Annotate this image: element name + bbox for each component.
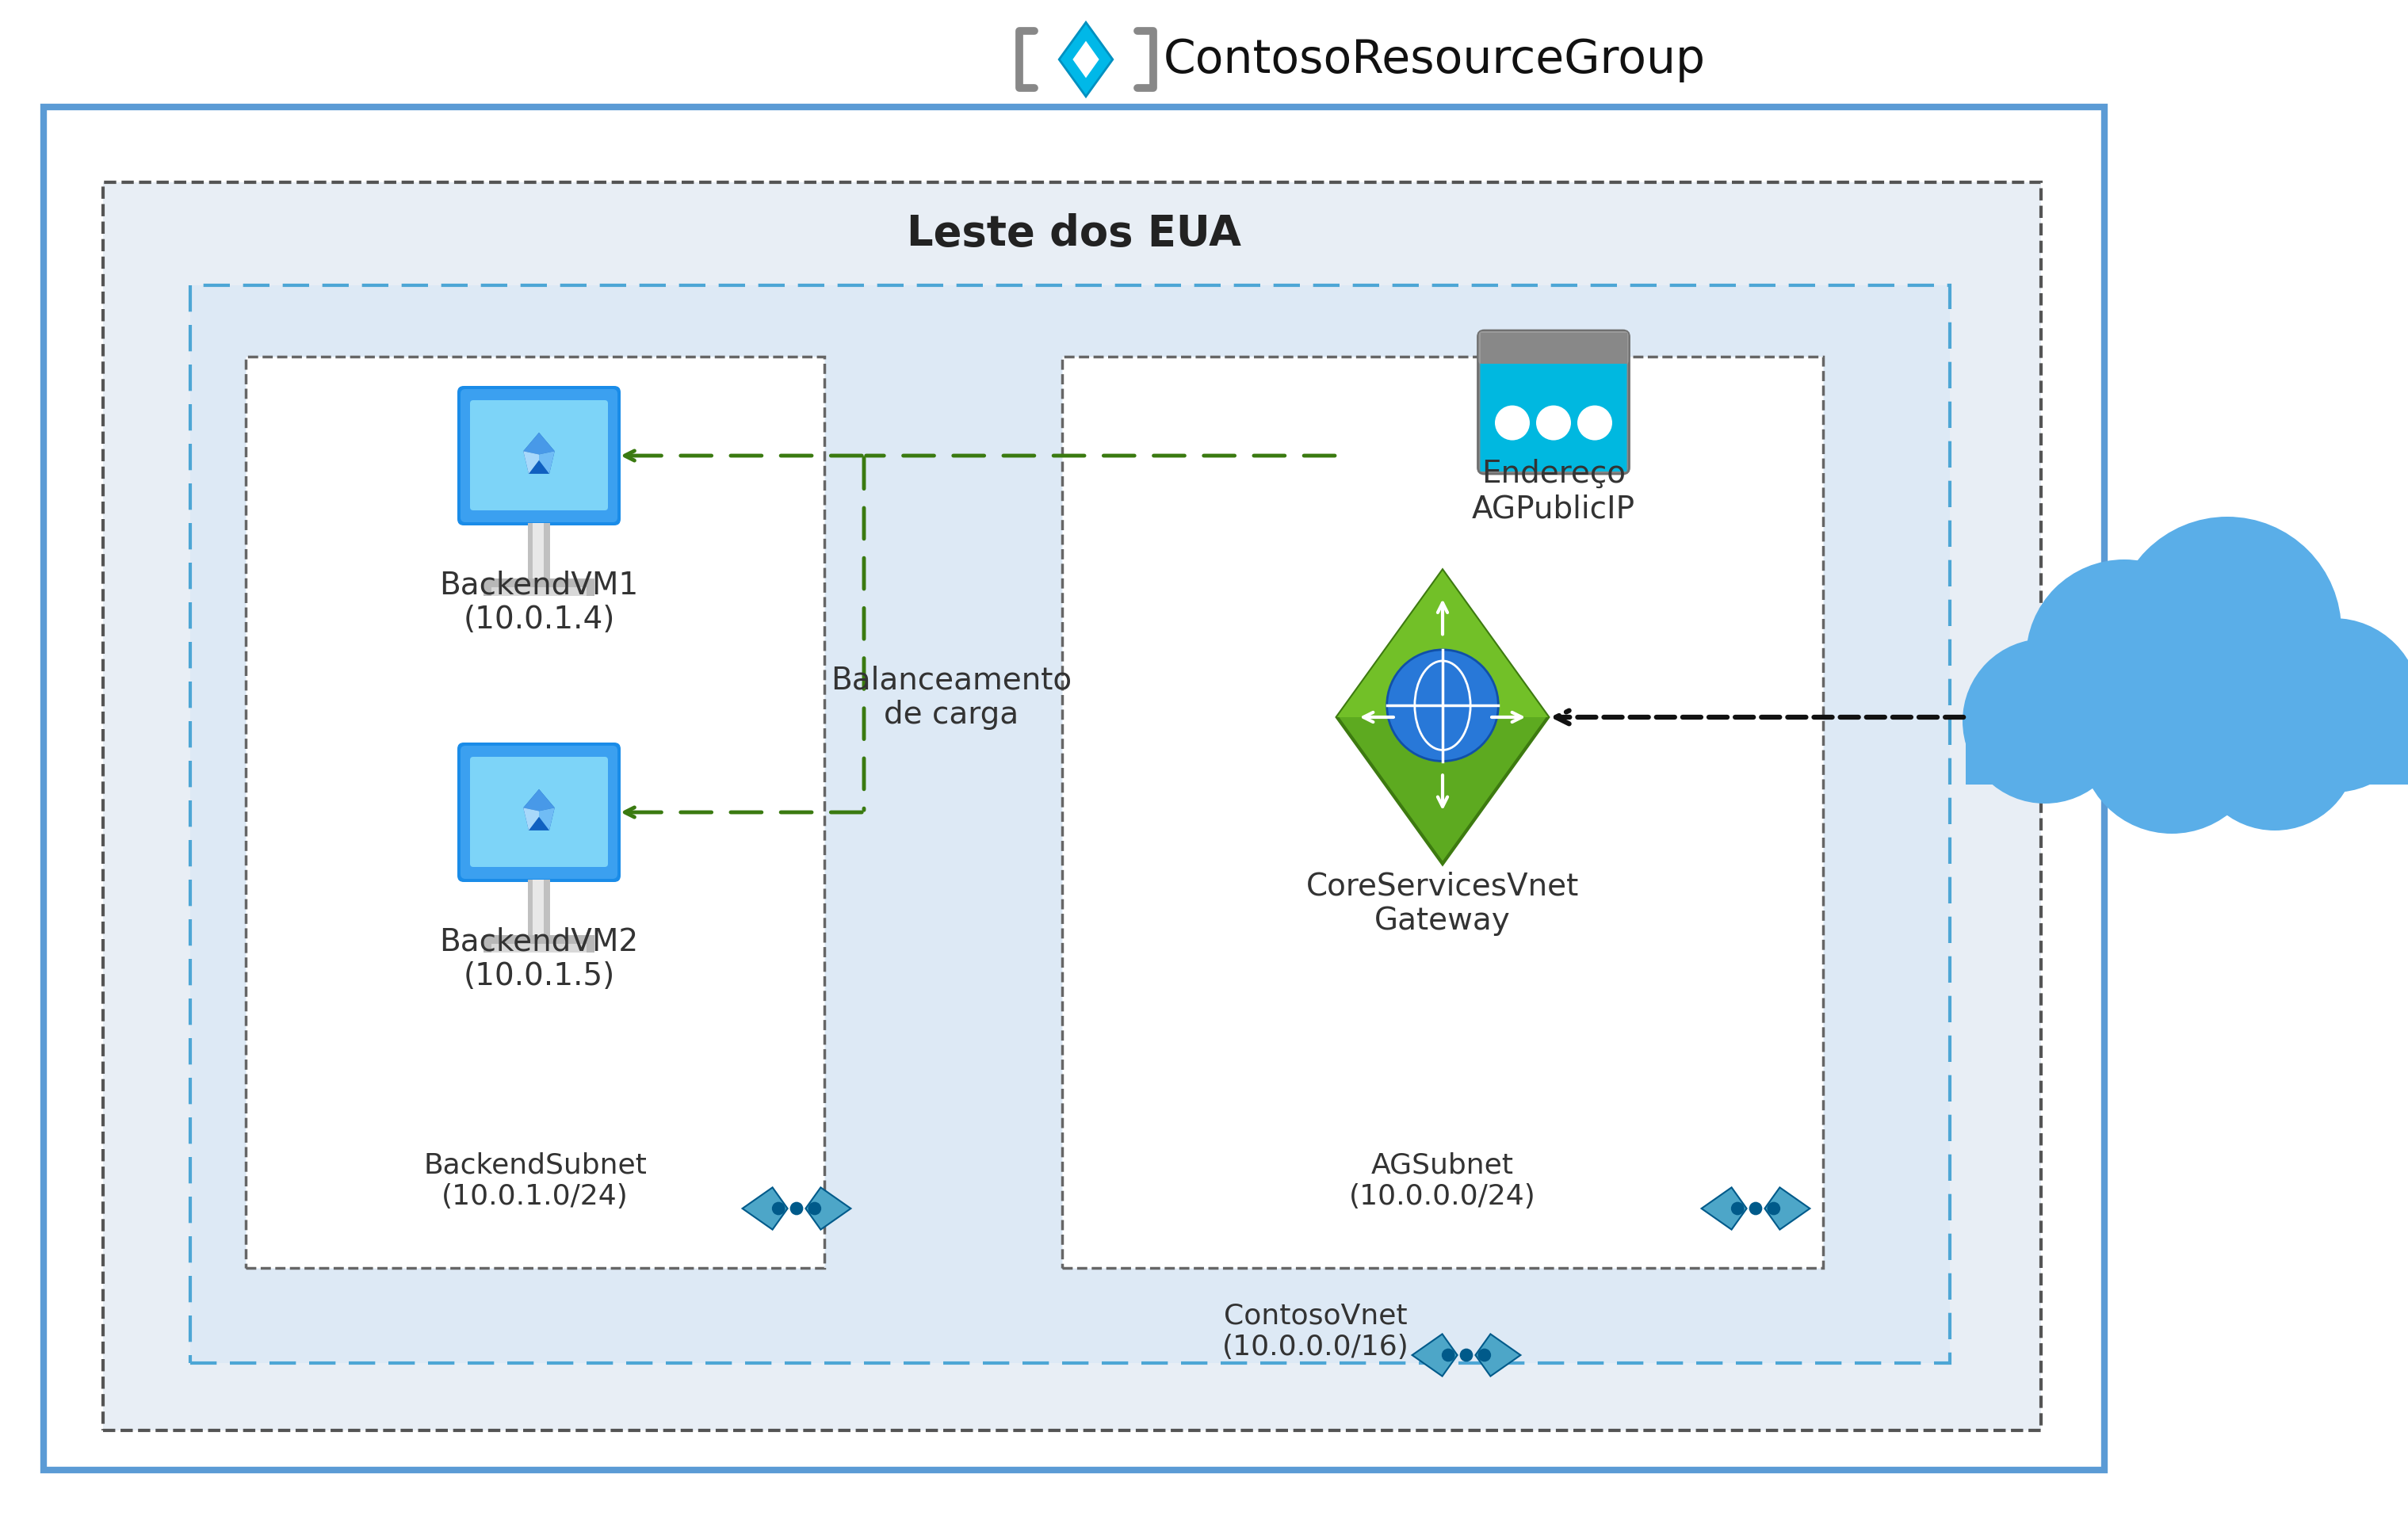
Circle shape: [1479, 1348, 1491, 1362]
Text: ContosoVnet
(10.0.0.0/16): ContosoVnet (10.0.0.0/16): [1223, 1302, 1409, 1360]
Polygon shape: [523, 451, 539, 474]
Circle shape: [1459, 1348, 1474, 1362]
Bar: [527, 880, 549, 935]
Bar: [1481, 333, 1628, 364]
Bar: [43, 107, 2105, 1471]
Bar: [190, 286, 1950, 1363]
Circle shape: [1748, 1202, 1763, 1216]
Circle shape: [2191, 666, 2357, 830]
Bar: [246, 356, 824, 1268]
Polygon shape: [523, 789, 554, 830]
Polygon shape: [1072, 41, 1098, 78]
Circle shape: [790, 1202, 804, 1216]
Polygon shape: [807, 1188, 850, 1230]
Text: AGSubnet
(10.0.0.0/24): AGSubnet (10.0.0.0/24): [1348, 1151, 1536, 1210]
Bar: [484, 935, 595, 953]
Bar: [491, 944, 588, 953]
Text: BackendVM1
(10.0.1.4): BackendVM1 (10.0.1.4): [438, 569, 638, 635]
Polygon shape: [523, 433, 554, 454]
Circle shape: [1442, 1348, 1454, 1362]
Text: CoreServicesVnet
Gateway: CoreServicesVnet Gateway: [1305, 870, 1580, 936]
Circle shape: [1387, 649, 1498, 761]
Text: BackendSubnet
(10.0.1.0/24): BackendSubnet (10.0.1.0/24): [424, 1151, 648, 1210]
Text: Endereço
AGPublicIP: Endereço AGPublicIP: [1471, 459, 1635, 523]
Circle shape: [2081, 649, 2264, 834]
Bar: [1062, 356, 1823, 1268]
Circle shape: [2247, 619, 2408, 792]
Polygon shape: [1060, 23, 1112, 97]
Circle shape: [1495, 405, 1529, 441]
Polygon shape: [1702, 1188, 1746, 1230]
FancyBboxPatch shape: [458, 743, 621, 883]
Polygon shape: [539, 451, 554, 474]
Polygon shape: [1411, 1334, 1457, 1377]
Bar: [484, 579, 595, 596]
Polygon shape: [539, 807, 554, 830]
Bar: [491, 588, 588, 596]
Circle shape: [1767, 1202, 1780, 1216]
Polygon shape: [1765, 1188, 1811, 1230]
Polygon shape: [523, 789, 554, 810]
Polygon shape: [523, 807, 539, 830]
Bar: [527, 523, 549, 579]
Polygon shape: [1476, 1334, 1519, 1377]
Polygon shape: [523, 433, 554, 474]
Circle shape: [1577, 405, 1613, 441]
FancyBboxPatch shape: [470, 757, 607, 867]
Bar: [1965, 721, 2408, 784]
Circle shape: [809, 1202, 821, 1216]
FancyBboxPatch shape: [458, 385, 621, 525]
Circle shape: [773, 1202, 785, 1216]
FancyBboxPatch shape: [470, 401, 607, 510]
FancyBboxPatch shape: [1479, 330, 1630, 474]
Bar: [532, 880, 544, 935]
Circle shape: [1963, 639, 2126, 803]
Polygon shape: [1336, 571, 1548, 717]
Text: Leste dos EUA: Leste dos EUA: [908, 213, 1240, 255]
FancyBboxPatch shape: [1479, 332, 1628, 365]
Circle shape: [2114, 517, 2341, 744]
Text: ContosoResourceGroup: ContosoResourceGroup: [1163, 37, 1705, 81]
FancyBboxPatch shape: [460, 746, 616, 880]
Polygon shape: [1336, 571, 1548, 864]
Circle shape: [1536, 405, 1570, 441]
Text: BackendVM2
(10.0.1.5): BackendVM2 (10.0.1.5): [441, 927, 638, 992]
Bar: [104, 183, 2042, 1431]
Bar: [532, 523, 544, 579]
Polygon shape: [742, 1188, 787, 1230]
Circle shape: [1731, 1202, 1743, 1216]
Circle shape: [2025, 559, 2223, 757]
Text: Balanceamento
de carga: Balanceamento de carga: [831, 665, 1072, 729]
FancyBboxPatch shape: [1481, 364, 1628, 471]
FancyBboxPatch shape: [460, 388, 616, 522]
